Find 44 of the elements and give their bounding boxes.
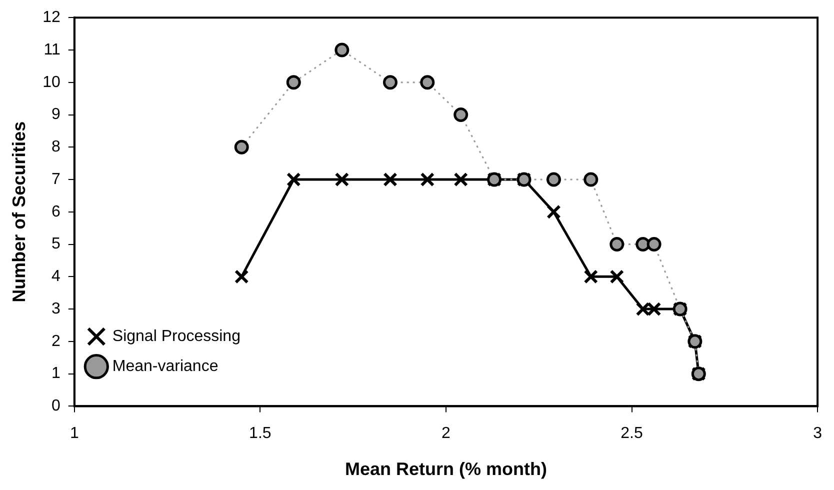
- point: [383, 172, 398, 187]
- y-tick-label: 10: [42, 74, 60, 91]
- point: [334, 42, 350, 58]
- point: [420, 172, 435, 187]
- y-tick-label: 3: [51, 300, 60, 318]
- point: [286, 172, 301, 187]
- point: [646, 237, 662, 252]
- y-axis-title: Number of Securities: [8, 121, 29, 302]
- point: [546, 204, 561, 220]
- point: [334, 172, 350, 187]
- x-tick-label: 2: [442, 425, 451, 442]
- point: [234, 270, 249, 284]
- point: [610, 237, 624, 252]
- y-tick-label: 9: [51, 106, 60, 124]
- x-tick-label: 3: [813, 425, 822, 442]
- y-tick-label: 1: [51, 365, 60, 382]
- point: [584, 270, 598, 284]
- y-tick-label: 12: [42, 9, 60, 26]
- point: [454, 108, 468, 122]
- y-tick-label: 6: [51, 203, 60, 220]
- point: [420, 75, 435, 90]
- y-tick-label: 2: [51, 332, 60, 350]
- y-tick-label: 7: [51, 170, 60, 188]
- y-tick-label: 8: [51, 138, 60, 156]
- x-axis-title: Mean Return (% month): [344, 459, 547, 480]
- point: [584, 172, 598, 187]
- point: [234, 140, 249, 154]
- y-tick-label: 0: [51, 398, 60, 415]
- y-tick-label: 11: [44, 41, 60, 58]
- x-tick-label: 1.5: [249, 425, 272, 442]
- y-tick-label: 4: [51, 268, 60, 286]
- point: [610, 270, 624, 284]
- point: [546, 172, 561, 187]
- point: [636, 302, 650, 316]
- x-tick-label: 1: [70, 425, 79, 442]
- x-tick-label: 2.5: [620, 425, 643, 442]
- point: [636, 237, 650, 252]
- point: [286, 75, 301, 90]
- point: [646, 302, 662, 316]
- point: [382, 75, 398, 90]
- point: [454, 172, 468, 187]
- legend-label: Signal Processing: [112, 328, 240, 346]
- y-tick-label: 5: [51, 236, 60, 253]
- legend-label: Mean-variance: [112, 358, 218, 376]
